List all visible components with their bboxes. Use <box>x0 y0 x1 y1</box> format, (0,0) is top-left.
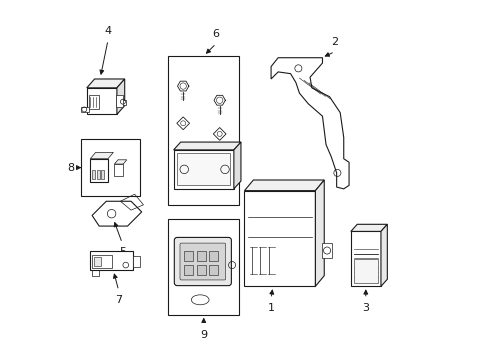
Bar <box>116 95 122 107</box>
Bar <box>88 95 99 109</box>
Polygon shape <box>117 79 124 114</box>
Polygon shape <box>114 160 126 164</box>
Bar <box>168 56 239 205</box>
Text: 5: 5 <box>119 247 125 257</box>
Bar <box>184 251 193 261</box>
Polygon shape <box>86 79 124 88</box>
Bar <box>196 265 205 275</box>
Bar <box>353 259 377 283</box>
Text: 8: 8 <box>67 163 74 172</box>
Polygon shape <box>315 180 324 286</box>
Bar <box>97 170 100 179</box>
Polygon shape <box>177 81 188 91</box>
Text: 2: 2 <box>331 37 338 48</box>
Bar <box>86 88 117 114</box>
Text: 9: 9 <box>200 329 207 339</box>
Bar <box>209 251 218 261</box>
Bar <box>196 251 205 261</box>
Bar <box>168 219 239 315</box>
Bar <box>321 243 332 258</box>
Text: 1: 1 <box>267 303 274 313</box>
Polygon shape <box>120 100 126 104</box>
Polygon shape <box>81 107 88 112</box>
Bar <box>173 150 233 189</box>
Polygon shape <box>214 95 225 105</box>
Bar <box>114 164 123 176</box>
Polygon shape <box>350 224 386 231</box>
Bar <box>92 255 111 267</box>
Bar <box>101 170 104 179</box>
Polygon shape <box>233 142 241 189</box>
Bar <box>133 256 140 267</box>
Polygon shape <box>90 152 113 159</box>
Text: 3: 3 <box>362 303 368 313</box>
Bar <box>184 265 193 275</box>
Bar <box>94 257 101 266</box>
Polygon shape <box>380 224 386 286</box>
Bar <box>90 159 108 182</box>
FancyBboxPatch shape <box>180 243 225 280</box>
Text: 6: 6 <box>212 29 219 39</box>
Bar <box>209 265 218 275</box>
Bar <box>92 170 95 179</box>
Bar <box>244 191 315 286</box>
FancyBboxPatch shape <box>174 238 231 285</box>
Bar <box>177 153 230 185</box>
Polygon shape <box>177 117 189 130</box>
Bar <box>81 139 140 196</box>
Text: 4: 4 <box>104 26 111 36</box>
Polygon shape <box>244 180 324 191</box>
Bar <box>90 251 133 270</box>
Ellipse shape <box>191 295 209 305</box>
Polygon shape <box>173 142 241 150</box>
Polygon shape <box>213 127 225 140</box>
Text: 7: 7 <box>115 295 122 305</box>
Bar <box>350 231 380 286</box>
